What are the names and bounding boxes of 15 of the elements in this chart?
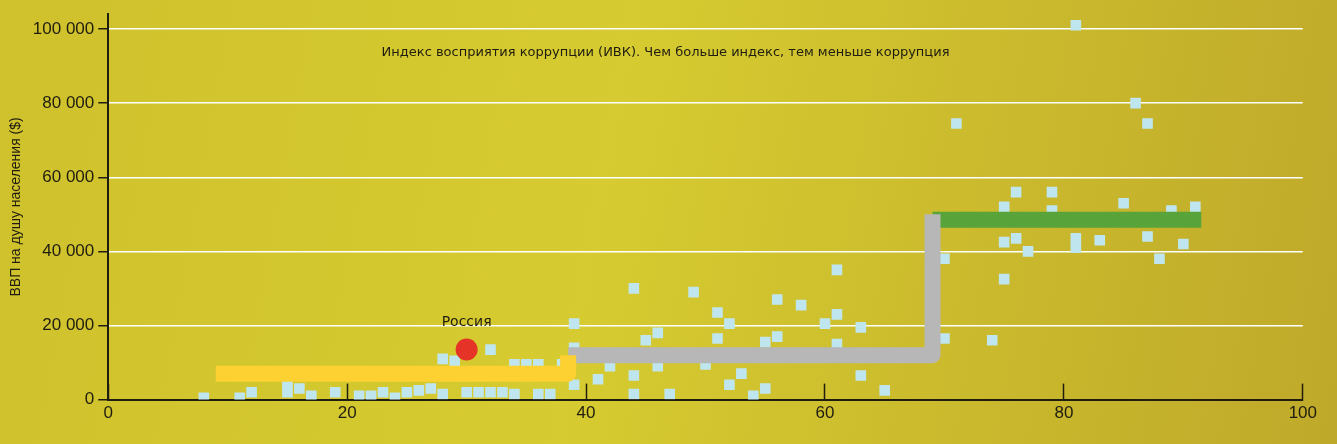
x-tick-label: 40 [576, 403, 596, 423]
y-axis-title: ВВП на душу населения ($) [7, 117, 24, 297]
annotation: Индекс восприятия коррупции (ИВК). Чем больше индекс, тем меньше коррупция [381, 43, 950, 59]
x-tick-label: 20 [337, 403, 357, 423]
y-tick-label: 80 000 [42, 92, 95, 112]
y-tick-label: 60 000 [42, 166, 95, 186]
y-tick-label: 0 [84, 389, 95, 409]
series-label: Россия [441, 313, 492, 330]
x-tick-label: 80 [1054, 403, 1074, 423]
y-tick-label: 100 000 [32, 18, 95, 38]
x-tick-label: 60 [815, 403, 835, 423]
x-tick-label: 100 [1288, 403, 1318, 423]
x-tick-label: 0 [103, 403, 113, 423]
y-tick-label: 40 000 [42, 241, 95, 261]
y-tick-label: 20 000 [42, 315, 95, 335]
